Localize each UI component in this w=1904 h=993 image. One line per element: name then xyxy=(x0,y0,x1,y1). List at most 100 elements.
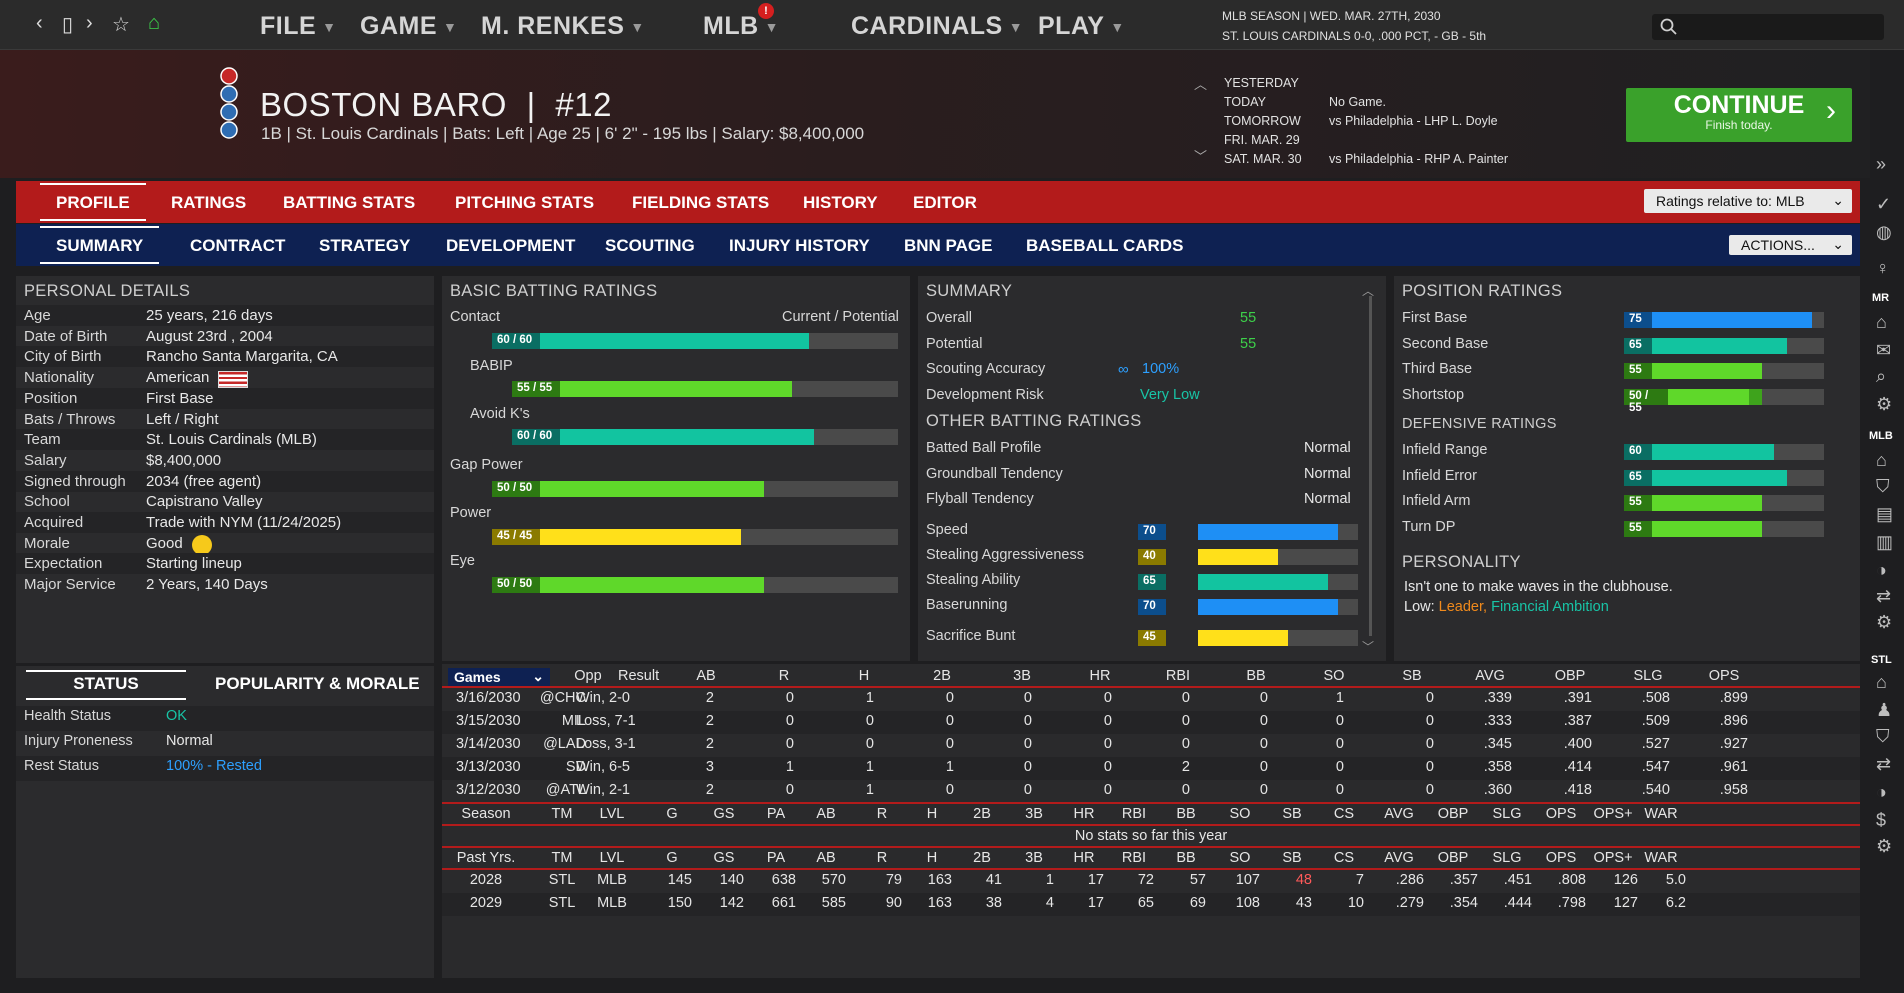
season-line-1: MLB SEASON | WED. MAR. 27TH, 2030 xyxy=(1222,9,1441,23)
window-icon[interactable]: ▯ xyxy=(62,14,74,36)
past-cell: .808 xyxy=(1557,872,1586,888)
season-header: SO xyxy=(1229,806,1251,822)
forward-icon[interactable]: › xyxy=(86,12,93,34)
games-header: H xyxy=(858,668,870,684)
detail-value: Left / Right xyxy=(146,410,219,428)
home-outline-icon[interactable]: ⌂ xyxy=(1876,312,1887,332)
tab-bnn-page[interactable]: BNN PAGE xyxy=(904,236,993,255)
menu-cardinals[interactable]: CARDINALS ▼ xyxy=(851,12,1024,40)
tab-pitching-stats[interactable]: PITCHING STATS xyxy=(455,193,595,212)
home-outline-icon[interactable]: ⌂ xyxy=(1876,450,1887,470)
section-title: DEFENSIVE RATINGS xyxy=(1402,416,1557,432)
defense-bar-fill xyxy=(1624,520,1762,537)
gear-icon[interactable]: ⚙ xyxy=(1876,836,1893,856)
past-cell: .798 xyxy=(1557,895,1586,911)
collapse-icon[interactable]: » xyxy=(1876,154,1887,174)
tab-strategy[interactable]: STRATEGY xyxy=(319,236,411,255)
home-icon[interactable]: ⌂ xyxy=(148,12,161,34)
defense-bar xyxy=(1624,444,1824,460)
menu-game[interactable]: GAME ▼ xyxy=(360,12,458,40)
transfer-icon[interactable]: ⇄ xyxy=(1876,586,1892,606)
player-header xyxy=(0,50,1870,178)
summary-label: Development Risk xyxy=(926,386,1044,403)
schedule-row: SAT. MAR. 30 vs Philadelphia - RHP A. Pai… xyxy=(1224,152,1509,166)
menu-play[interactable]: PLAY ▼ xyxy=(1038,12,1125,40)
menu-manager[interactable]: M. RENKES ▼ xyxy=(481,12,645,40)
chevron-down-icon: ▼ xyxy=(630,19,645,36)
past-header: BB xyxy=(1176,850,1196,866)
ratings-relative-dropdown[interactable]: Ratings relative to: MLB ⌄ xyxy=(1644,189,1852,213)
schedule-row: FRI. MAR. 29 xyxy=(1224,133,1300,147)
rating-bar xyxy=(540,333,898,349)
globe-icon[interactable]: ◍ xyxy=(1876,222,1892,242)
status-label: Injury Proneness xyxy=(24,733,133,749)
menu-mlb[interactable]: MLB ▼ xyxy=(703,12,780,40)
section-title: OTHER BATTING RATINGS xyxy=(926,412,1142,430)
games-cell: 0 xyxy=(1259,736,1268,752)
summary-label: Overall xyxy=(926,310,972,326)
tab-fielding-stats[interactable]: FIELDING STATS xyxy=(632,193,770,212)
games-cell: Win, 6-5 xyxy=(576,759,630,775)
check-icon[interactable]: ✓ xyxy=(1876,194,1892,214)
transfer-icon[interactable]: ⇄ xyxy=(1876,754,1892,774)
continue-arrow-icon: › xyxy=(1826,94,1836,127)
tab-baseball-cards[interactable]: BASEBALL CARDS xyxy=(1026,236,1184,255)
tab-popularity-morale[interactable]: POPULARITY & MORALE xyxy=(215,674,420,693)
menu-file[interactable]: FILE ▼ xyxy=(260,12,337,40)
tab-profile[interactable]: PROFILE xyxy=(40,183,146,221)
search-icon[interactable]: ⌕ xyxy=(1876,366,1887,386)
tab-ratings[interactable]: RATINGS xyxy=(171,193,247,212)
tab-batting-stats[interactable]: BATTING STATS xyxy=(283,193,416,212)
tab-contract[interactable]: CONTRACT xyxy=(190,236,286,255)
games-cell: 0 xyxy=(1335,736,1344,752)
actions-dropdown[interactable]: ACTIONS... ⌄ xyxy=(1729,235,1852,255)
games-cell: 3/12/2030 xyxy=(456,782,521,798)
other-label: Flyball Tendency xyxy=(926,491,1034,507)
back-icon[interactable]: ‹ xyxy=(36,12,43,34)
tab-summary[interactable]: SUMMARY xyxy=(39,226,160,264)
shield-icon[interactable]: ⛉ xyxy=(1876,476,1890,496)
games-cell: @LAD xyxy=(543,736,586,752)
gear-icon[interactable]: ⚙ xyxy=(1876,612,1893,632)
row-stripe xyxy=(16,756,434,781)
chart-icon[interactable]: ▥ xyxy=(1876,532,1894,552)
scroll-up-icon[interactable]: ︿ xyxy=(1361,284,1374,298)
schedule-up-icon[interactable]: ︿ xyxy=(1194,77,1208,92)
tab-history[interactable]: HISTORY xyxy=(803,193,878,212)
tab-development[interactable]: DEVELOPMENT xyxy=(446,236,576,255)
shield-icon[interactable]: ⛉ xyxy=(1876,726,1890,746)
speed-bar-fill xyxy=(1198,524,1338,540)
continue-button[interactable]: CONTINUE Finish today. › xyxy=(1626,88,1852,142)
position-bar xyxy=(1624,363,1824,379)
gear-icon[interactable]: ⚙ xyxy=(1876,394,1893,414)
tab-injury-history[interactable]: INJURY HISTORY xyxy=(729,236,870,255)
past-cell: 65 xyxy=(1137,895,1154,911)
detail-label: Acquired xyxy=(24,514,84,531)
baseball-icon[interactable]: ◑ xyxy=(1876,560,1887,580)
games-cell: Win, 2-1 xyxy=(576,782,630,798)
baseball-icon[interactable]: ◑ xyxy=(1876,782,1887,802)
schedule-down-icon[interactable]: ﹀ xyxy=(1194,149,1208,164)
games-select[interactable]: Games ⌄ xyxy=(448,668,550,686)
people-icon[interactable]: ♟ xyxy=(1876,700,1893,720)
tab-scouting[interactable]: SCOUTING xyxy=(605,236,695,255)
star-icon[interactable]: ☆ xyxy=(112,14,130,36)
defense-bar-fill xyxy=(1624,469,1787,486)
scrollbar[interactable] xyxy=(1369,296,1372,636)
tab-status[interactable]: STATUS xyxy=(73,674,139,693)
speed-bar xyxy=(1198,574,1358,590)
tab-editor[interactable]: EDITOR xyxy=(913,193,977,212)
dollar-icon[interactable]: $ xyxy=(1876,810,1887,830)
lightbulb-icon[interactable]: ♀ xyxy=(1876,258,1890,278)
mail-icon[interactable]: ✉ xyxy=(1876,340,1892,360)
season-header: AB xyxy=(816,806,836,822)
scroll-down-icon[interactable]: ﹀ xyxy=(1361,640,1374,654)
past-header: H xyxy=(926,850,938,866)
home-outline-icon[interactable]: ⌂ xyxy=(1876,672,1887,692)
rating-badge: 65 xyxy=(1624,337,1652,354)
rating-label: Avoid K's xyxy=(470,406,530,422)
past-cell: 48 xyxy=(1295,872,1312,888)
defense-bar xyxy=(1624,495,1824,511)
search-input[interactable] xyxy=(1652,14,1884,40)
news-icon[interactable]: ▤ xyxy=(1876,504,1894,524)
